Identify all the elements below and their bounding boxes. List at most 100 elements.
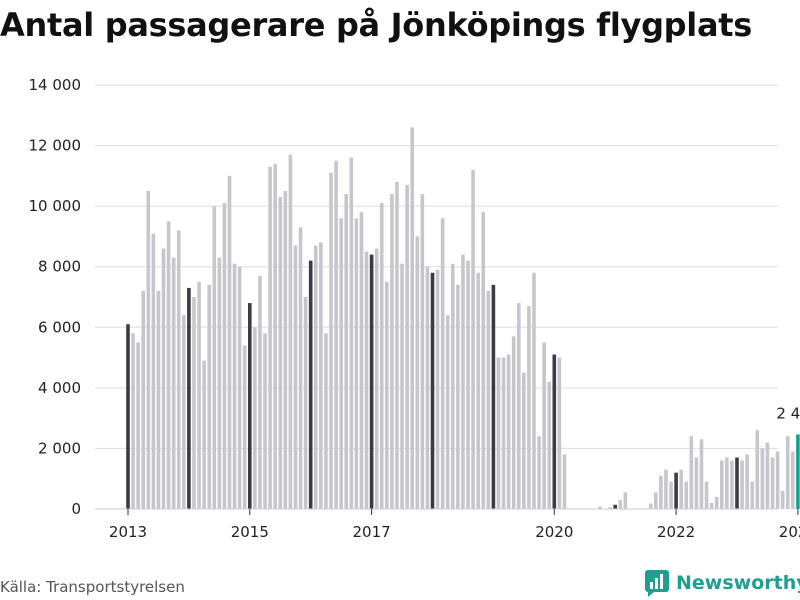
x-tick-label: 2017 [353, 523, 391, 541]
bar [440, 218, 445, 509]
bar [385, 281, 389, 509]
x-tick-label: 2020 [535, 523, 573, 541]
bar [268, 166, 272, 509]
bar [451, 263, 455, 509]
bar [415, 236, 420, 509]
bar [557, 357, 562, 509]
bar [785, 436, 790, 509]
bar [400, 263, 404, 509]
bar [699, 439, 704, 509]
bar [527, 306, 531, 509]
bar [283, 191, 288, 509]
bar [364, 251, 369, 509]
bar [192, 297, 196, 509]
bar [714, 496, 719, 509]
latest-value-label: 2 461 [776, 404, 800, 422]
bar [476, 272, 480, 509]
x-tick-label: 2013 [109, 523, 147, 541]
bar [552, 354, 557, 509]
bars [126, 127, 800, 510]
bar [237, 266, 242, 509]
bar [334, 160, 338, 509]
bar [430, 272, 435, 509]
x-tick-label: 2015 [231, 523, 269, 541]
bar [618, 499, 623, 509]
y-tick-label: 6 000 [38, 318, 81, 336]
bar [674, 472, 678, 509]
bar [151, 233, 156, 509]
bar [765, 442, 770, 509]
bar [709, 502, 714, 509]
bar [339, 218, 343, 509]
bar [791, 451, 795, 509]
bar [755, 430, 760, 509]
bar [745, 454, 749, 509]
bar [466, 260, 470, 509]
bar [740, 460, 744, 509]
y-axis-ticks: 0 2 000 4 000 6 000 8 000 10 000 12 000 14 000 [29, 76, 82, 518]
bar [562, 454, 567, 509]
annotations: 2 461 [776, 404, 800, 422]
bar [506, 354, 511, 509]
bar [313, 245, 318, 509]
bar [258, 275, 262, 509]
chart-title: Antal passagerare på Jönköpings flygplat… [0, 6, 752, 44]
bar [471, 169, 475, 510]
bar [227, 175, 232, 510]
bar [547, 381, 552, 509]
bar [395, 181, 399, 509]
y-tick-label: 0 [71, 500, 81, 518]
y-tick-label: 14 000 [29, 76, 82, 94]
brand-logo: Newsworthy [644, 569, 800, 597]
bar [435, 269, 440, 509]
bar [161, 248, 166, 510]
bar [760, 448, 765, 509]
bar [176, 230, 181, 509]
bar [349, 157, 354, 509]
bar [608, 507, 612, 509]
bar [126, 324, 130, 509]
bar [308, 260, 313, 509]
bar [212, 206, 217, 509]
bar [171, 257, 176, 509]
bar [664, 469, 668, 509]
bar [719, 460, 724, 509]
bar [735, 457, 739, 509]
bar [648, 503, 653, 509]
bar [689, 436, 694, 509]
bar [242, 345, 247, 509]
bar [293, 245, 298, 509]
bar [461, 254, 465, 509]
bar [420, 194, 425, 509]
bar [613, 504, 617, 509]
bar [329, 172, 333, 509]
bar [780, 490, 785, 509]
bar [679, 469, 683, 509]
bar [359, 212, 364, 509]
bar [750, 481, 755, 509]
bar [410, 127, 414, 510]
bar [232, 263, 237, 509]
bar [532, 272, 536, 509]
bar [369, 254, 374, 509]
bar [278, 197, 283, 509]
bar [491, 284, 496, 509]
bar [770, 457, 775, 509]
bar [263, 333, 267, 509]
bar [187, 287, 191, 509]
x-tick-label: 2022 [657, 523, 695, 541]
bar [131, 333, 135, 509]
bar [207, 284, 211, 509]
bar [374, 248, 379, 510]
bar [405, 184, 409, 509]
bar [273, 163, 277, 510]
bar [542, 342, 546, 509]
bar [796, 434, 800, 509]
bar [496, 357, 501, 509]
bar [222, 203, 227, 510]
bar [623, 492, 628, 509]
bar [202, 360, 206, 509]
newsworthy-logo-icon [645, 570, 669, 597]
bar [684, 481, 689, 509]
